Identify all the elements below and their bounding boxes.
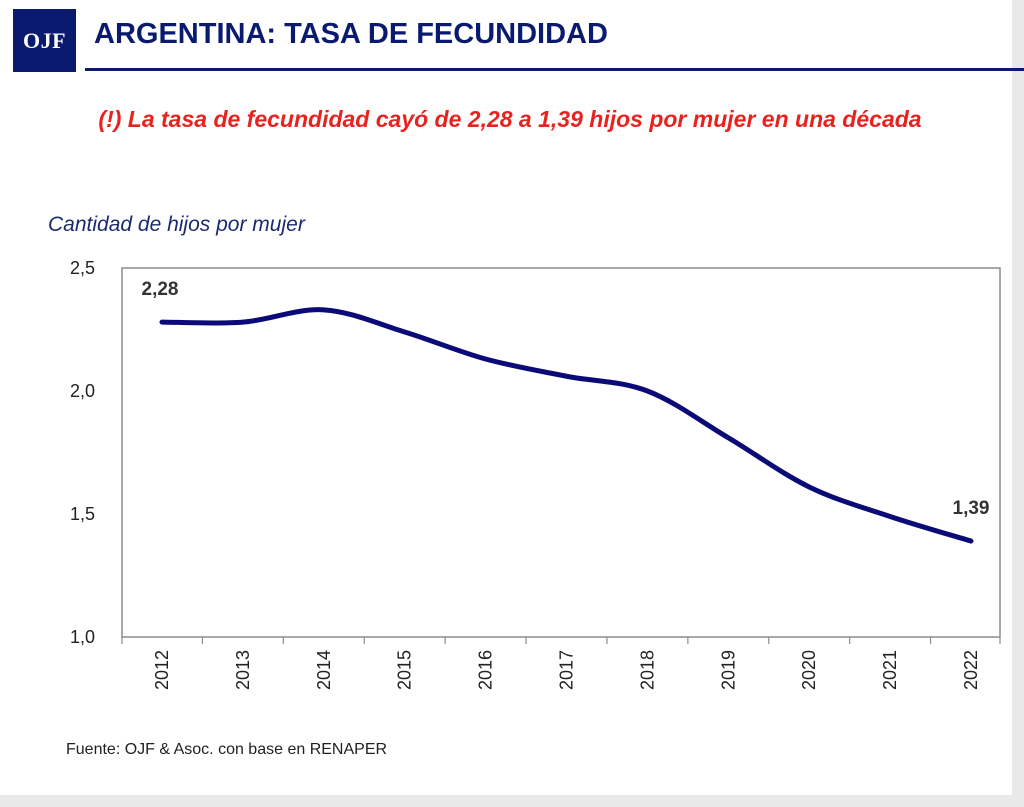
x-tick-label: 2016: [476, 650, 496, 690]
x-tick-label: 2021: [880, 650, 900, 690]
series-line: [159, 307, 974, 544]
data-label: 1,39: [953, 498, 990, 519]
plot-area-border: [121, 267, 1001, 638]
data-label: 2,28: [142, 279, 179, 300]
x-tick-label: 2015: [395, 650, 415, 690]
page-title: ARGENTINA: TASA DE FECUNDIDAD: [94, 18, 608, 50]
x-tick-label: 2017: [557, 650, 577, 690]
x-tick-label: 2014: [314, 650, 334, 690]
y-tick-labels: 1,0 1,5 2,0 2,5: [70, 258, 95, 647]
x-tick-label: 2019: [718, 650, 738, 690]
x-tick-label: 2013: [233, 650, 253, 690]
y-tick-label: 1,5: [70, 504, 95, 524]
y-tick-label: 1,0: [70, 627, 95, 647]
source-note: Fuente: OJF & Asoc. con base en RENAPER: [66, 741, 388, 758]
x-tick-label: 2020: [799, 650, 819, 690]
x-tick-label: 2012: [152, 650, 172, 690]
x-tick-label: 2022: [961, 650, 981, 690]
fertility-line-chart: 1,01,52,02,5 2012 2013 2014 2015 2016 2017 201…: [70, 258, 1001, 690]
y-tick-label: 2,0: [70, 381, 95, 401]
y-tick-label: 2,5: [70, 258, 95, 278]
x-tick-label: 2018: [637, 650, 657, 690]
x-tick-marks: [121, 637, 1001, 644]
header-divider: [85, 68, 1024, 71]
x-tick-labels: 2012 2013 2014 2015 2016 2017 2018 2019 2020 2021…: [152, 650, 981, 690]
ojf-logo: OJF: [13, 9, 76, 72]
headline: (!) La tasa de fecundidad cayó de 2,28 a…: [98, 106, 922, 132]
data-labels: 2,28 1,39: [142, 279, 990, 519]
y-axis-label: Cantidad de hijos por mujer: [48, 213, 305, 236]
